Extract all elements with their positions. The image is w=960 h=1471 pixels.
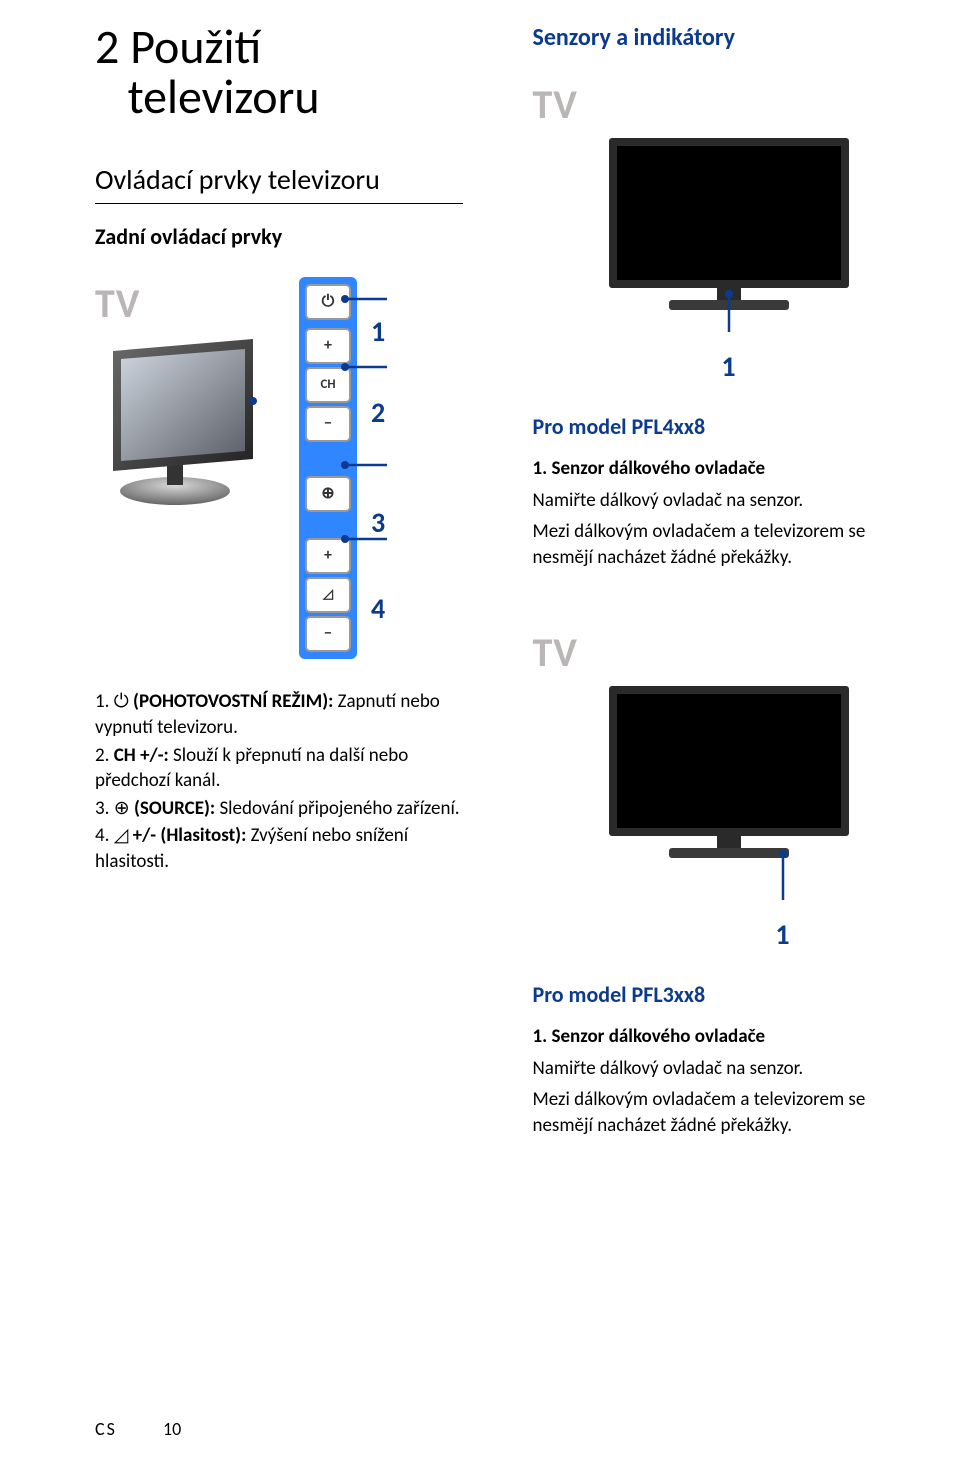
subsection-rear: Zadní ovládací prvky [95,222,463,252]
button-strip: ⏻ + CH − ⊕ + ◿ − [299,277,357,659]
chapter-title: 2 Použití televizoru [95,22,463,123]
model-a-line2: Namiřte dálkový ovladač na senzor. [533,488,901,514]
sensors-heading: Senzory a indikátory [533,22,901,54]
callout-2: 2 [371,394,385,432]
model-b-heading: Pro model PFL3xx8 [533,980,901,1010]
ch-label-button: CH [305,367,351,403]
chapter-title-line2: televizoru [128,67,320,126]
rear-diagram: TV [95,277,463,659]
callout-3: 3 [371,504,385,542]
model-b-tv-wrap: TV 1 [533,626,901,954]
model-a-line3: Mezi dálkovým ovladačem a televizorem se… [533,519,901,570]
tv-label-b: TV [533,626,578,680]
tv-left-block: TV [95,277,265,519]
chapter-number: 2 [95,17,119,76]
model-b-line1: 1. Senzor dálkového ovladače [533,1024,901,1050]
ch-plus-button: + [305,328,351,364]
rear-item-4: 4. ◿ +/- (Hlasitost): Zvýšení nebo sníže… [95,823,463,874]
rear-item-1: 1. ⏻ (POHOTOVOSTNÍ REŽIM): Zapnutí nebo … [95,689,463,740]
strip-callouts: 1 2 3 4 [371,309,385,628]
tv-label: TV [95,277,265,331]
callout-1: 1 [371,313,385,351]
vol-minus-button: − [305,616,351,652]
vol-plus-button: + [305,538,351,574]
ch-minus-button: − [305,406,351,442]
left-column: 2 Použití televizoru Ovládací prvky tele… [95,22,463,1144]
tv-angled-illustration [95,331,265,511]
callout-a: 1 [721,348,735,386]
rear-item-2: 2. CH +/-: Slouží k přepnutí na další ne… [95,743,463,794]
vol-label-button: ◿ [305,577,351,613]
footer-lang: CS [95,1418,117,1440]
callout-4: 4 [371,590,385,628]
section-title: Ovládací prvky televizoru [95,161,463,204]
tv-front-illustration-a: 1 [599,132,859,386]
footer-page: 10 [163,1418,181,1440]
model-b-line3: Mezi dálkovým ovladačem a televizorem se… [533,1087,901,1138]
tv-front-illustration-b: 1 [599,680,859,954]
model-b-line2: Namiřte dálkový ovladač na senzor. [533,1056,901,1082]
power-button: ⏻ [305,284,351,320]
source-button: ⊕ [305,476,351,512]
rear-controls-list: 1. ⏻ (POHOTOVOSTNÍ REŽIM): Zapnutí nebo … [95,689,463,874]
footer: CS 10 [95,1417,181,1441]
channel-group: + CH − [305,328,351,442]
model-a-heading: Pro model PFL4xx8 [533,412,901,442]
callout-b: 1 [775,916,789,954]
button-strip-row: ⏻ + CH − ⊕ + ◿ − [299,277,385,659]
right-column: Senzory a indikátory TV 1 Pro model PFL4… [533,22,901,1144]
volume-group: + ◿ − [305,538,351,652]
tv-label-a: TV [533,78,578,132]
rear-item-3: 3. ⊕ (SOURCE): Sledování připojeného zař… [95,796,463,822]
model-a-line1: 1. Senzor dálkového ovladače [533,456,901,482]
model-a-tv-wrap: TV 1 [533,78,901,386]
